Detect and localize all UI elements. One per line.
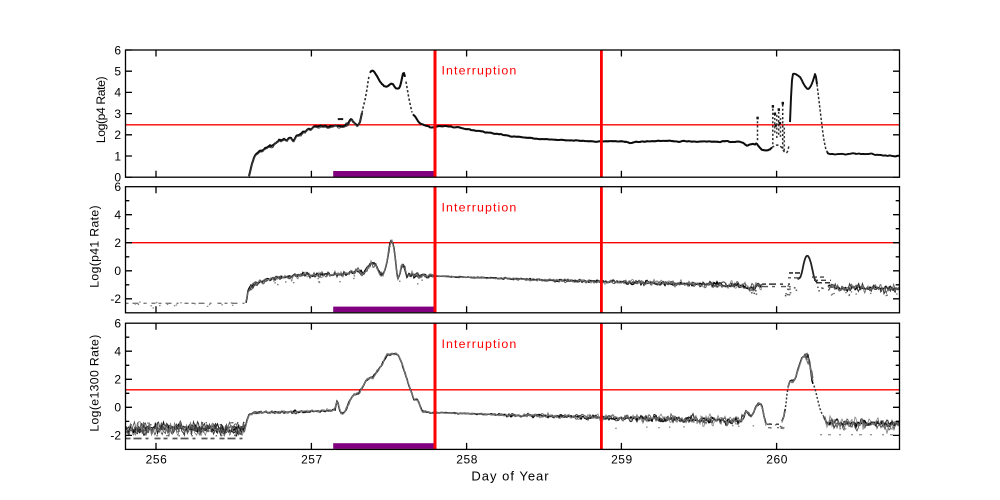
svg-text:-2: -2	[110, 292, 121, 306]
svg-text:Interruption: Interruption	[442, 64, 518, 78]
svg-text:0: 0	[114, 401, 121, 415]
svg-text:257: 257	[301, 452, 323, 466]
svg-text:256: 256	[146, 452, 168, 466]
svg-text:4: 4	[114, 86, 121, 100]
svg-text:1: 1	[114, 149, 121, 163]
svg-text:Interruption: Interruption	[442, 200, 518, 214]
svg-text:5: 5	[114, 65, 121, 79]
svg-text:0: 0	[114, 264, 121, 278]
svg-text:-2: -2	[110, 429, 121, 443]
svg-text:260: 260	[766, 452, 788, 466]
svg-text:Day of Year: Day of Year	[471, 468, 549, 483]
svg-text:Interruption: Interruption	[442, 337, 518, 351]
svg-text:4: 4	[114, 345, 121, 359]
svg-text:6: 6	[114, 317, 121, 331]
svg-text:2: 2	[114, 373, 121, 387]
svg-text:6: 6	[114, 180, 121, 194]
svg-text:Log(p41 Rate): Log(p41 Rate)	[88, 205, 102, 288]
svg-text:Log(e1300 Rate): Log(e1300 Rate)	[88, 334, 102, 431]
svg-text:258: 258	[456, 452, 478, 466]
svg-text:4: 4	[114, 208, 121, 222]
svg-text:6: 6	[114, 43, 121, 57]
svg-text:Log(p4 Rate): Log(p4 Rate)	[94, 76, 108, 143]
svg-text:259: 259	[611, 452, 633, 466]
svg-text:2: 2	[114, 236, 121, 250]
svg-text:0: 0	[114, 171, 121, 185]
svg-text:3: 3	[114, 107, 121, 121]
svg-text:2: 2	[114, 128, 121, 142]
